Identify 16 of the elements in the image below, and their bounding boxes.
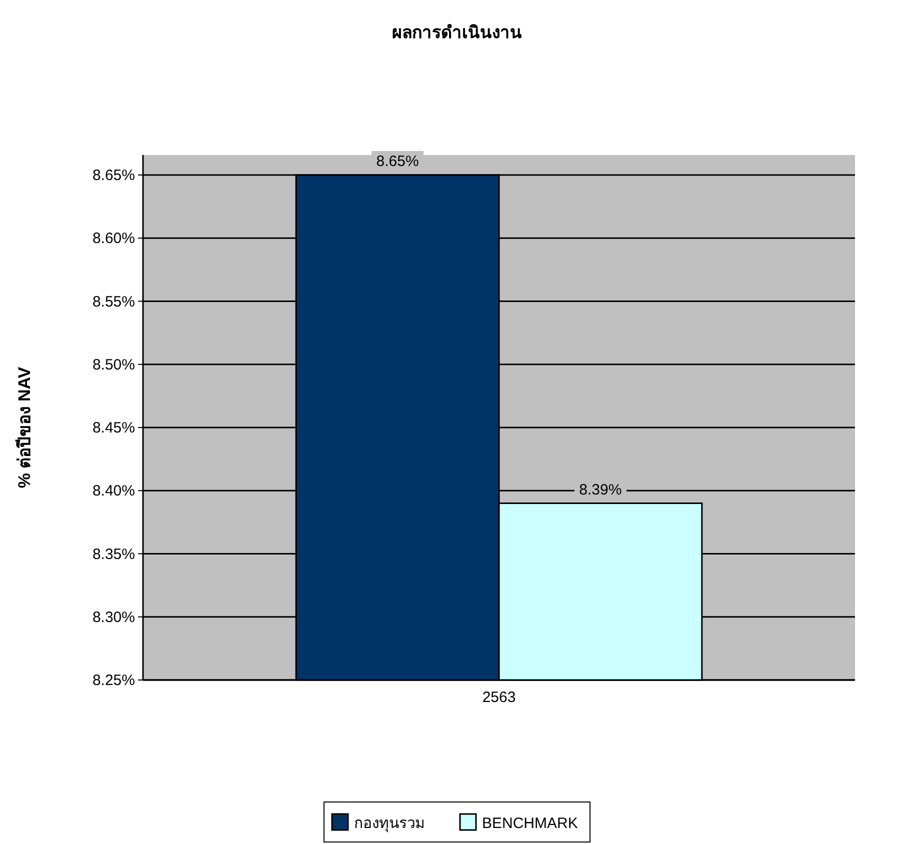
y-tick-label: 8.30%: [92, 608, 135, 626]
legend-label: BENCHMARK: [482, 815, 578, 832]
y-tick-label: 8.25%: [92, 672, 135, 689]
chart-title: ผลการดำเนินงาน: [392, 23, 522, 42]
y-tick-label: 8.65%: [92, 167, 135, 184]
y-tick-label: 8.45%: [92, 420, 135, 436]
data-label: 8.65%: [376, 153, 419, 170]
y-tick-label: 8.55%: [92, 293, 135, 310]
legend-label: กองทุนรวม: [354, 815, 425, 833]
y-axis-title: % ต่อปีของ NAV: [14, 366, 34, 488]
y-tick-label: 8.35%: [92, 546, 135, 563]
y-tick-label: 8.60%: [92, 230, 135, 248]
y-tick-label: 8.50%: [92, 356, 135, 374]
data-label: 8.39%: [579, 481, 622, 498]
y-tick-label: 8.40%: [92, 482, 135, 500]
x-tick-label: 2563: [482, 689, 516, 706]
